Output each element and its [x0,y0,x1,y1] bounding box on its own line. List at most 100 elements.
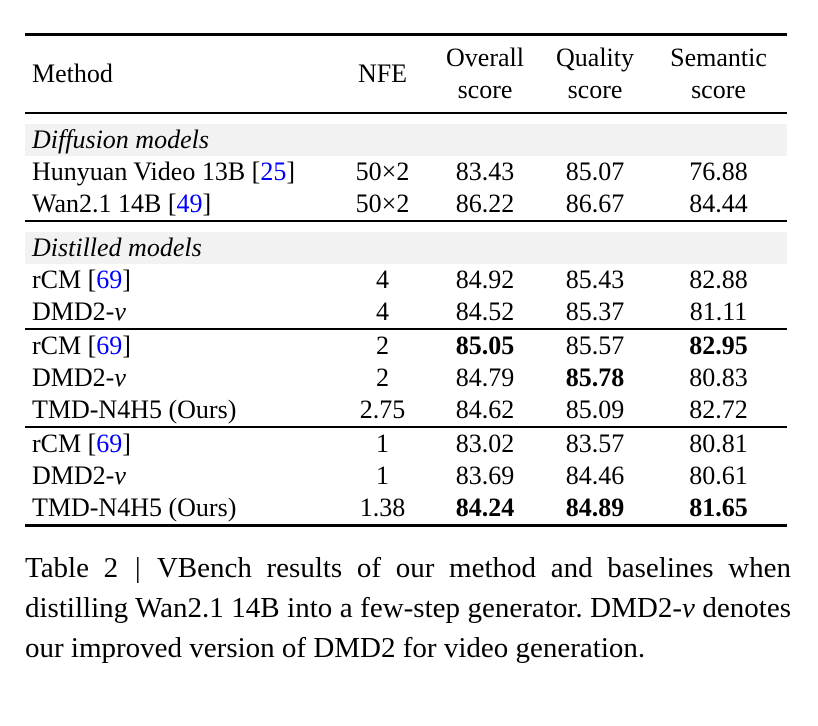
method-name: rCM [32,429,82,458]
caption-text-1: VBench results of our method and baselin… [25,552,792,624]
method-name: Wan2.1 14B [32,189,162,218]
method-cell: rCM [69] [25,428,335,460]
cell-nfe: 50×2 [355,157,410,186]
col-header-method: Method [32,59,113,88]
citation-link[interactable]: 69 [96,429,123,458]
cell-quality: 83.57 [565,429,625,458]
table-row: rCM [69] 1 83.02 83.57 80.81 [25,428,787,460]
cell-overall: 83.43 [455,157,515,186]
method-name: DMD2- [32,363,115,392]
method-cell: DMD2-v [25,460,335,492]
cell-semantic: 80.83 [689,363,748,392]
table-row: DMD2-v 1 83.69 84.46 80.61 [25,460,787,492]
cell-nfe: 1.38 [359,493,406,522]
method-name: DMD2- [32,297,115,326]
method-cell: DMD2-v [25,362,335,394]
method-italic-suffix: v [114,297,126,326]
cell-semantic: 82.88 [689,265,748,294]
col-header-semantic: Semantic score [650,36,787,112]
method-cell: TMD-N4H5 (Ours) [25,394,335,426]
cell-nfe: 50×2 [355,189,410,218]
caption-italic-v: v [682,592,695,624]
method-name: rCM [32,265,82,294]
cell-quality: 85.78 [565,363,625,392]
cell-overall: 84.52 [455,297,515,326]
cell-quality: 86.67 [565,189,625,218]
col-header-semantic-line2: score [691,75,746,104]
table-bottom-rule [25,524,787,527]
cell-quality: 85.37 [565,297,625,326]
cell-overall: 84.24 [455,493,515,522]
section-label: Diffusion models [32,125,209,154]
cell-nfe: 2 [376,331,389,360]
cell-quality: 85.57 [565,331,625,360]
table-row: Hunyuan Video 13B [25] 50×2 83.43 85.07 76.8… [25,156,787,188]
table-row: DMD2-v 2 84.79 85.78 80.83 [25,362,787,394]
method-italic-suffix: v [114,461,126,490]
cell-nfe: 1 [376,429,389,458]
caption-separator: | [134,552,141,584]
table-row: Wan2.1 14B [49] 50×2 86.22 86.67 84.44 [25,188,787,220]
cell-overall: 86.22 [455,189,515,218]
table-top-rule [25,33,787,36]
section-separator-rule [25,220,787,222]
citation-bracket-close: ] [202,189,212,218]
cell-quality: 84.89 [565,493,625,522]
citation-link[interactable]: 69 [96,331,123,360]
group-separator-rule [25,328,787,330]
method-cell: Wan2.1 14B [49] [25,188,335,220]
citation-bracket-close: ] [122,265,131,294]
col-header-overall: Overall score [430,36,540,112]
method-name: rCM [32,331,82,360]
cell-nfe: 4 [376,297,389,326]
caption-label: Table 2 [25,552,119,584]
citation-bracket-close: ] [286,157,296,186]
section-gap [25,114,787,124]
method-italic-suffix: v [114,363,126,392]
method-cell: Hunyuan Video 13B [25] [25,156,335,188]
cell-overall: 85.05 [455,331,515,360]
col-header-nfe: NFE [357,59,408,88]
cell-nfe: 2.75 [359,395,406,424]
cell-overall: 84.92 [455,265,515,294]
table-row: rCM [69] 2 85.05 85.57 82.95 [25,330,787,362]
table-row: DMD2-v 4 84.52 85.37 81.11 [25,296,787,328]
cell-overall: 84.79 [455,363,515,392]
table-row: TMD-N4H5 (Ours) 1.38 84.24 84.89 81.65 [25,492,787,524]
method-name: TMD-N4H5 (Ours) [32,493,237,522]
cell-semantic: 81.65 [689,493,748,522]
cell-overall: 83.69 [455,461,515,490]
method-cell: DMD2-v [25,296,335,328]
citation-link[interactable]: 25 [260,157,287,186]
section-gap [25,222,787,232]
caption-text-2: denotes our improved version of DMD2 for… [25,592,791,664]
table-body: Diffusion models Hunyuan Video 13B [25] 50… [25,114,787,524]
col-header-semantic-line1: Semantic [670,43,767,72]
cell-nfe: 2 [376,363,389,392]
section-label: Distilled models [32,233,202,262]
cell-semantic: 80.61 [689,461,748,490]
cell-quality: 84.46 [565,461,625,490]
cell-semantic: 76.88 [689,157,748,186]
table-header: Method NFE Overall score Quality score S… [25,36,787,112]
section-label-row: Diffusion models [25,124,787,156]
citation-bracket-open: [ [245,157,261,186]
table-row: TMD-N4H5 (Ours) 2.75 84.62 85.09 82.72 [25,394,787,426]
cell-semantic: 84.44 [689,189,748,218]
cell-semantic: 80.81 [689,429,748,458]
citation-link[interactable]: 49 [176,189,203,218]
citation-bracket-close: ] [122,331,131,360]
col-header-quality-line2: score [567,75,623,104]
method-cell: TMD-N4H5 (Ours) [25,492,335,524]
cell-quality: 85.07 [565,157,625,186]
col-header-overall-line2: score [457,75,513,104]
table-caption: Table 2 | VBench results of our method a… [25,548,791,668]
citation-bracket-open: [ [81,331,97,360]
cell-overall: 84.62 [455,395,515,424]
method-name: Hunyuan Video 13B [32,157,246,186]
citation-link[interactable]: 69 [96,265,123,294]
cell-overall: 83.02 [455,429,515,458]
citation-bracket-close: ] [122,429,131,458]
col-header-quality: Quality score [540,36,650,112]
